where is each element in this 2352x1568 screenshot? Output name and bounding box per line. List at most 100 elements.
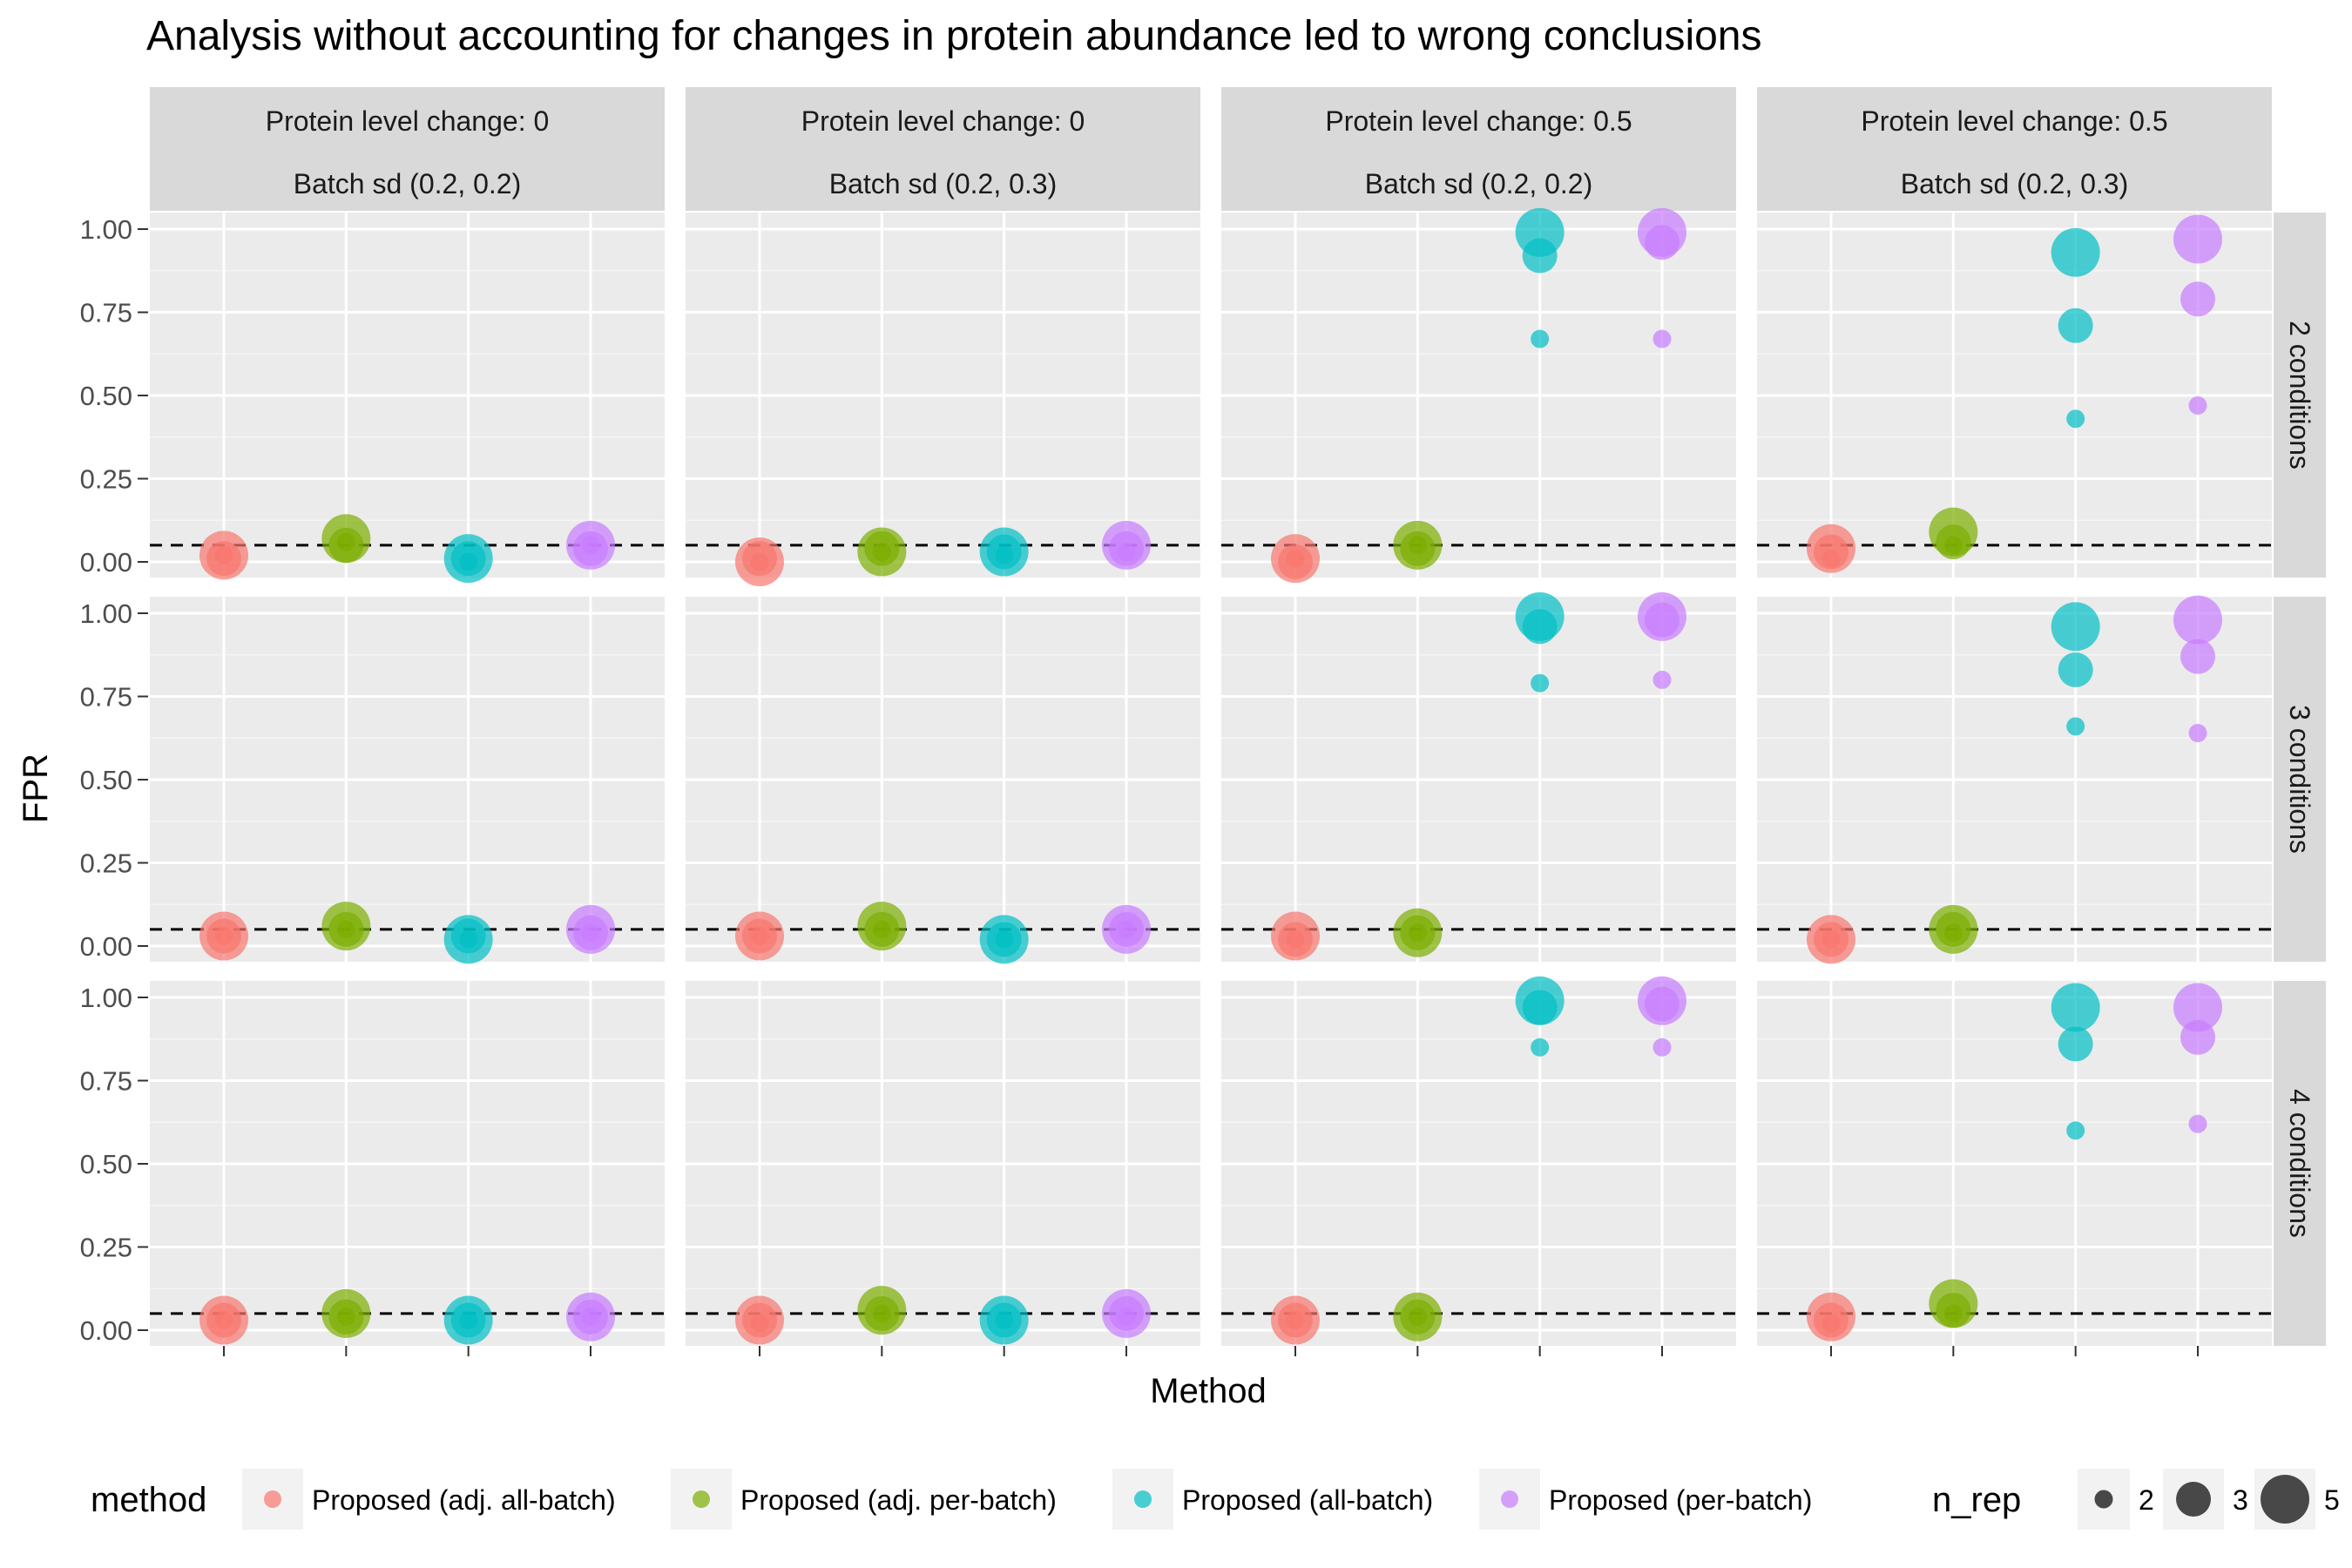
data-point xyxy=(2058,308,2093,343)
data-point xyxy=(2180,281,2215,317)
column-strip-1: Protein level change: 0 Batch sd (0.2, 0.… xyxy=(150,87,665,211)
legend-item-label: Proposed (adj. all-batch) xyxy=(312,1484,616,1516)
row-strip-label: 4 conditions xyxy=(2284,1089,2315,1238)
data-point xyxy=(321,514,371,564)
data-point xyxy=(1271,1295,1320,1345)
data-point xyxy=(1271,534,1320,584)
data-point xyxy=(1102,904,1151,954)
data-point xyxy=(2173,595,2222,645)
x-axis-title: Method xyxy=(1150,1372,1266,1410)
legend-size-3: 3 xyxy=(2163,1469,2248,1530)
data-point xyxy=(1531,1037,1550,1057)
data-point xyxy=(1807,524,1855,573)
y-tick-label: 0.00 xyxy=(80,547,132,578)
y-tick-label: 0.00 xyxy=(80,1315,132,1346)
y-tick-label: 0.25 xyxy=(80,464,132,495)
y-tick-label: 1.00 xyxy=(80,983,132,1013)
y-tick-label: 1.00 xyxy=(80,598,132,629)
data-point xyxy=(321,902,371,951)
column-strip-line1: Protein level change: 0.5 xyxy=(1861,105,2167,137)
data-point xyxy=(1271,911,1320,961)
data-point xyxy=(2051,983,2100,1032)
data-point xyxy=(2051,602,2100,652)
y-tick-label: 0.50 xyxy=(80,765,132,795)
data-point xyxy=(857,902,907,951)
data-point xyxy=(443,1295,493,1345)
legend-size-point xyxy=(2261,1475,2309,1524)
data-point xyxy=(1652,670,1672,689)
y-tick-label: 0.50 xyxy=(80,1149,132,1179)
panel-r3-c4 xyxy=(1757,981,2272,1346)
data-point xyxy=(2066,1121,2085,1140)
row-strip-background xyxy=(2274,981,2326,1346)
data-point xyxy=(979,915,1029,964)
data-point xyxy=(199,531,248,580)
legend-size-point xyxy=(2176,1482,2211,1517)
data-point xyxy=(857,1286,907,1335)
row-strip-background xyxy=(2274,213,2326,578)
data-point xyxy=(2066,409,2085,429)
data-point xyxy=(2173,983,2222,1032)
y-axis-row-2: 0.00 0.25 0.50 0.75 1.00 xyxy=(80,598,148,962)
data-point xyxy=(2180,639,2215,674)
data-point xyxy=(443,534,493,584)
data-point xyxy=(1652,329,1672,348)
row-strip-label: 2 conditions xyxy=(2284,321,2315,470)
column-strip-line2: Batch sd (0.2, 0.3) xyxy=(829,168,1057,199)
row-strip-background xyxy=(2274,597,2326,962)
legend-item-2: Proposed (adj. per-batch) xyxy=(671,1469,1057,1530)
row-strip-3: 4 conditions xyxy=(2274,981,2326,1346)
legend-size-point xyxy=(2094,1490,2113,1509)
legend-key-point xyxy=(1501,1490,1518,1508)
data-point xyxy=(735,1295,784,1345)
data-point xyxy=(1515,976,1565,1025)
legend-size-5: 5 xyxy=(2254,1469,2340,1530)
column-strip-2: Protein level change: 0 Batch sd (0.2, 0.… xyxy=(686,87,1200,211)
data-point xyxy=(1102,520,1151,570)
y-tick-label: 0.00 xyxy=(80,931,132,962)
data-point xyxy=(199,1295,248,1345)
data-point xyxy=(1638,976,1686,1025)
column-strip-3: Protein level change: 0.5 Batch sd (0.2, … xyxy=(1221,87,1736,211)
data-point xyxy=(1102,1288,1151,1338)
panel-r1-c2 xyxy=(686,213,1200,586)
data-point xyxy=(2051,227,2100,277)
panel-r2-c2 xyxy=(686,597,1200,964)
legend-size-label: 3 xyxy=(2233,1484,2248,1516)
data-point xyxy=(321,1288,371,1338)
data-point xyxy=(566,1292,615,1342)
column-strip-background xyxy=(1757,87,2272,211)
y-tick-label: 1.00 xyxy=(80,214,132,245)
data-point xyxy=(1638,591,1686,641)
legend-size-label: 5 xyxy=(2324,1484,2340,1516)
data-point xyxy=(443,915,493,964)
data-point xyxy=(979,1295,1029,1345)
data-point xyxy=(1638,207,1686,257)
panel-r1-c3 xyxy=(1221,207,1736,584)
column-strip-line2: Batch sd (0.2, 0.2) xyxy=(1365,168,1592,199)
panel-r3-c3 xyxy=(1221,976,1736,1346)
panel-r3-c1 xyxy=(150,981,665,1346)
data-point xyxy=(1929,507,1978,557)
data-point xyxy=(735,537,784,586)
data-point xyxy=(1515,207,1565,257)
legend-item-label: Proposed (per-batch) xyxy=(1549,1484,1812,1516)
data-point xyxy=(1652,1037,1672,1057)
data-point xyxy=(2173,214,2222,264)
y-tick-label: 0.50 xyxy=(80,381,132,411)
data-point xyxy=(1393,908,1443,957)
column-strip-line2: Batch sd (0.2, 0.2) xyxy=(294,168,521,199)
legend-item-label: Proposed (all-batch) xyxy=(1182,1484,1433,1516)
data-point xyxy=(199,911,248,961)
data-point xyxy=(857,527,907,577)
legend-size-label: 2 xyxy=(2139,1484,2154,1516)
data-point xyxy=(2066,717,2085,736)
legend: method Proposed (adj. all-batch) Proposed … xyxy=(91,1469,2340,1530)
data-point xyxy=(1531,329,1550,348)
data-point xyxy=(1393,520,1443,570)
y-axis-row-1: 0.00 0.25 0.50 0.75 1.00 xyxy=(80,214,148,578)
y-tick-label: 0.75 xyxy=(80,298,132,328)
data-point xyxy=(566,520,615,570)
data-point xyxy=(2058,652,2093,687)
